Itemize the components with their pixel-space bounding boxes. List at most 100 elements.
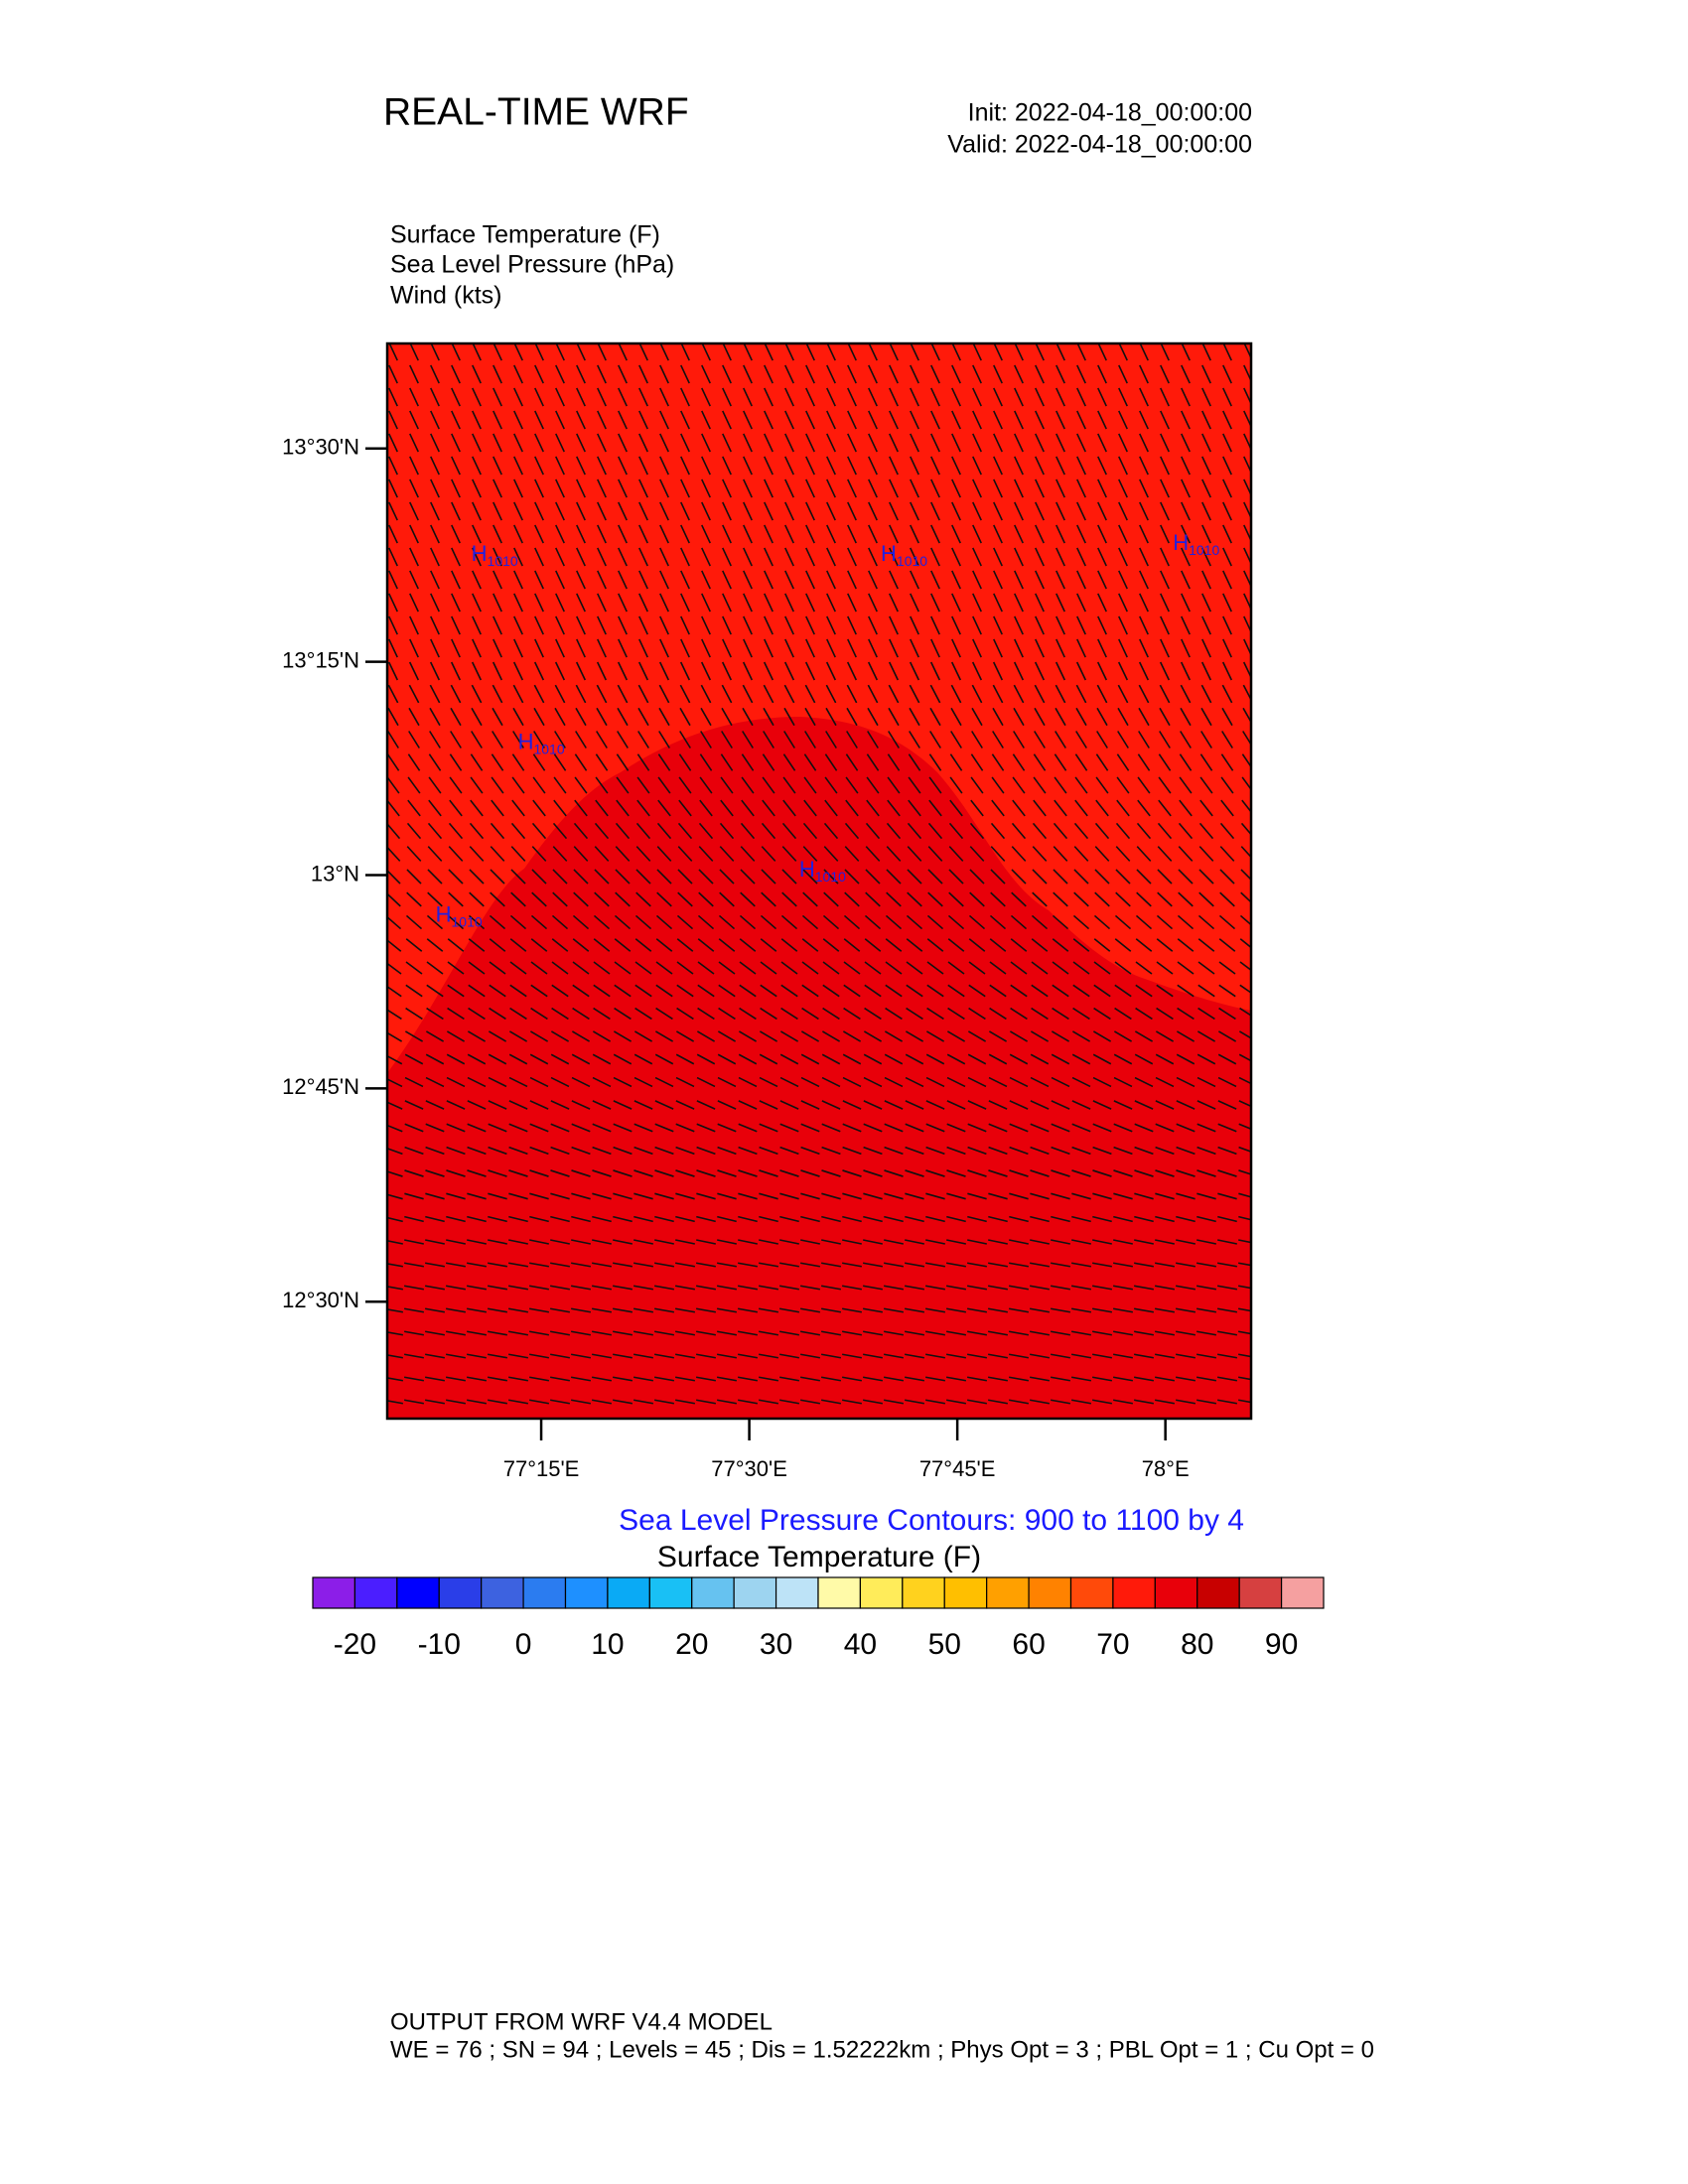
wind-barb bbox=[847, 364, 857, 384]
wind-barb bbox=[843, 938, 861, 952]
wind-barb bbox=[592, 1330, 612, 1336]
wind-barb bbox=[1196, 1053, 1216, 1065]
wind-barb bbox=[488, 1262, 507, 1268]
wind-barb bbox=[675, 1076, 695, 1088]
wind-barb bbox=[388, 547, 398, 567]
wind-barb bbox=[425, 1169, 445, 1177]
wind-barb bbox=[1073, 846, 1089, 862]
wind-barb bbox=[759, 1192, 778, 1200]
wind-barb bbox=[1139, 343, 1149, 361]
wind-barb bbox=[1113, 1285, 1133, 1291]
wind-barb bbox=[1073, 869, 1089, 885]
colorbar-box bbox=[986, 1576, 1030, 1609]
wind-barb bbox=[946, 1330, 966, 1336]
wind-barb bbox=[1134, 1262, 1154, 1268]
wind-barb bbox=[407, 799, 421, 817]
wind-barb bbox=[989, 938, 1007, 952]
wind-barb bbox=[784, 615, 794, 635]
wind-barb bbox=[449, 799, 463, 817]
wind-barb bbox=[1113, 1353, 1133, 1359]
wind-barb bbox=[889, 593, 899, 613]
wind-barb bbox=[884, 1239, 904, 1245]
wind-barb bbox=[467, 1307, 487, 1313]
wind-barb bbox=[1219, 869, 1235, 885]
wind-barb bbox=[550, 1053, 570, 1065]
wind-barb bbox=[805, 593, 815, 613]
wind-barb bbox=[742, 684, 754, 704]
wind-barb bbox=[988, 1239, 1008, 1245]
wind-barb bbox=[1217, 1123, 1237, 1133]
wind-barb bbox=[425, 1100, 445, 1110]
wind-barb bbox=[992, 661, 1004, 681]
wind-barb bbox=[594, 891, 610, 907]
wind-barb bbox=[654, 1123, 674, 1133]
wind-barb bbox=[1033, 776, 1047, 794]
wind-barb bbox=[408, 707, 420, 727]
wind-barb bbox=[512, 707, 524, 727]
wind-barb bbox=[972, 343, 982, 361]
wind-barb bbox=[1035, 524, 1045, 544]
wind-barb bbox=[842, 1262, 862, 1268]
wind-barb bbox=[889, 570, 899, 590]
wind-barb bbox=[1011, 846, 1027, 862]
wind-barb bbox=[949, 776, 963, 794]
wind-barb bbox=[510, 869, 526, 885]
wind-barb bbox=[471, 661, 483, 681]
wind-barb bbox=[388, 343, 398, 361]
wind-barb bbox=[654, 1330, 674, 1336]
wind-barb bbox=[512, 661, 524, 681]
wind-barb bbox=[446, 1330, 466, 1336]
wind-barb bbox=[1014, 364, 1024, 384]
wind-barb bbox=[636, 799, 650, 817]
wind-barb bbox=[764, 593, 774, 613]
wind-barb bbox=[555, 433, 565, 453]
wind-barb bbox=[779, 1215, 799, 1223]
wind-barb bbox=[656, 846, 672, 862]
wind-barb bbox=[759, 1076, 778, 1088]
wind-barb bbox=[867, 661, 879, 681]
wind-barb bbox=[968, 938, 986, 952]
wind-barb bbox=[1176, 1123, 1196, 1133]
wind-barb bbox=[1238, 1353, 1251, 1358]
wind-barb bbox=[910, 456, 919, 476]
wind-barb bbox=[763, 684, 774, 704]
wind-barb bbox=[910, 638, 919, 658]
wind-barb bbox=[1179, 799, 1193, 817]
wind-barb bbox=[739, 938, 757, 952]
wind-barb bbox=[387, 707, 399, 727]
wind-barb bbox=[969, 846, 985, 862]
wind-barb bbox=[1222, 593, 1232, 613]
wind-barb bbox=[1201, 570, 1211, 590]
wind-barb bbox=[1094, 846, 1110, 862]
wind-barb bbox=[759, 1030, 778, 1042]
wind-barb bbox=[842, 1353, 862, 1359]
wind-barb bbox=[946, 1399, 966, 1405]
wind-barb bbox=[1218, 1007, 1236, 1021]
wind-barb bbox=[743, 410, 753, 430]
wind-barb bbox=[408, 661, 420, 681]
wind-barb bbox=[597, 501, 607, 521]
wind-barb bbox=[593, 914, 611, 930]
wind-barb bbox=[592, 1353, 612, 1359]
wind-barb bbox=[550, 1146, 570, 1156]
wind-barb bbox=[743, 456, 753, 476]
wind-barb bbox=[680, 456, 690, 476]
wind-barb bbox=[1181, 638, 1191, 658]
wind-barb bbox=[781, 869, 797, 885]
wind-barb bbox=[654, 1285, 674, 1291]
wind-barb bbox=[846, 707, 858, 727]
wind-barb bbox=[842, 1030, 862, 1042]
wind-barb bbox=[1097, 593, 1107, 613]
wind-barb bbox=[550, 1307, 570, 1313]
wind-barb bbox=[676, 984, 694, 998]
wind-barb bbox=[910, 524, 919, 544]
wind-barb bbox=[446, 1285, 466, 1291]
wind-barb bbox=[738, 1053, 758, 1065]
wind-barb bbox=[930, 547, 940, 567]
wind-barb bbox=[1013, 684, 1025, 704]
wind-barb bbox=[1176, 1399, 1196, 1405]
wind-barb bbox=[1076, 343, 1086, 361]
wind-barb bbox=[821, 1285, 841, 1291]
wind-barb bbox=[866, 799, 880, 817]
wind-barb bbox=[1033, 799, 1047, 817]
